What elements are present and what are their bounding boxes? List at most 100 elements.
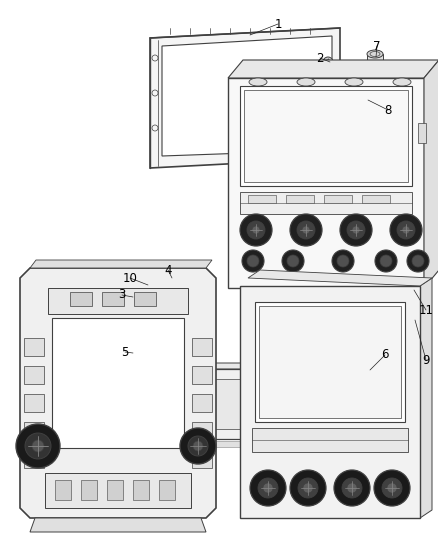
Bar xyxy=(48,288,188,314)
Polygon shape xyxy=(368,377,392,407)
Polygon shape xyxy=(148,369,368,439)
Polygon shape xyxy=(20,268,216,518)
Circle shape xyxy=(290,470,326,506)
Circle shape xyxy=(342,478,362,498)
Circle shape xyxy=(412,255,424,267)
Circle shape xyxy=(334,470,370,506)
Polygon shape xyxy=(363,66,387,74)
Bar xyxy=(252,428,408,452)
Bar xyxy=(418,123,426,143)
Bar xyxy=(81,480,97,500)
Circle shape xyxy=(297,221,315,239)
Circle shape xyxy=(132,349,140,357)
Circle shape xyxy=(250,470,286,506)
Polygon shape xyxy=(150,28,340,168)
Text: 1: 1 xyxy=(274,18,282,30)
Circle shape xyxy=(347,221,365,239)
Circle shape xyxy=(247,221,265,239)
Ellipse shape xyxy=(161,283,189,293)
Circle shape xyxy=(375,250,397,272)
Circle shape xyxy=(323,57,333,67)
Bar xyxy=(161,266,189,288)
Bar xyxy=(24,394,44,412)
Circle shape xyxy=(298,478,318,498)
Bar xyxy=(192,366,212,384)
Polygon shape xyxy=(148,363,376,369)
Text: 2: 2 xyxy=(316,52,324,64)
Circle shape xyxy=(374,470,410,506)
Bar xyxy=(324,195,352,203)
Bar xyxy=(107,480,123,500)
Bar xyxy=(24,366,44,384)
Circle shape xyxy=(131,292,141,302)
Ellipse shape xyxy=(161,261,189,271)
Circle shape xyxy=(188,436,208,456)
Bar xyxy=(52,318,184,448)
Circle shape xyxy=(382,478,402,498)
Text: 7: 7 xyxy=(373,39,381,52)
Circle shape xyxy=(407,250,429,272)
Circle shape xyxy=(25,433,51,459)
Ellipse shape xyxy=(244,395,272,409)
Circle shape xyxy=(290,214,322,246)
Bar xyxy=(255,302,405,422)
Ellipse shape xyxy=(393,78,411,86)
Text: 9: 9 xyxy=(422,353,430,367)
Text: 5: 5 xyxy=(121,345,129,359)
Circle shape xyxy=(287,255,299,267)
Ellipse shape xyxy=(297,78,315,86)
Polygon shape xyxy=(30,518,206,532)
Circle shape xyxy=(240,214,272,246)
Text: 4: 4 xyxy=(164,263,172,277)
Bar xyxy=(133,480,149,500)
Circle shape xyxy=(282,250,304,272)
Circle shape xyxy=(302,226,310,234)
Polygon shape xyxy=(228,78,424,288)
Polygon shape xyxy=(243,60,438,270)
Polygon shape xyxy=(368,363,376,441)
Circle shape xyxy=(193,441,203,451)
Bar xyxy=(102,292,124,306)
Bar xyxy=(24,338,44,356)
Circle shape xyxy=(258,478,278,498)
Bar xyxy=(158,379,358,429)
Bar xyxy=(45,473,191,508)
Circle shape xyxy=(337,255,349,267)
Polygon shape xyxy=(124,377,148,407)
Circle shape xyxy=(332,250,354,272)
Text: 11: 11 xyxy=(418,303,434,317)
Bar xyxy=(286,195,314,203)
Polygon shape xyxy=(424,60,438,288)
Bar xyxy=(70,292,92,306)
Bar xyxy=(24,450,44,468)
Polygon shape xyxy=(30,260,212,268)
Circle shape xyxy=(347,483,357,493)
Circle shape xyxy=(180,428,216,464)
Text: 6: 6 xyxy=(381,349,389,361)
Bar xyxy=(55,480,71,500)
Bar xyxy=(159,480,175,500)
Circle shape xyxy=(16,424,60,468)
Circle shape xyxy=(340,214,372,246)
Circle shape xyxy=(247,255,259,267)
Circle shape xyxy=(252,226,260,234)
Circle shape xyxy=(303,483,313,493)
Ellipse shape xyxy=(345,78,363,86)
Circle shape xyxy=(380,255,392,267)
Polygon shape xyxy=(156,441,376,447)
Bar xyxy=(192,422,212,440)
Text: 3: 3 xyxy=(118,288,126,302)
Bar xyxy=(240,86,412,186)
Bar xyxy=(192,394,212,412)
Circle shape xyxy=(352,226,360,234)
Circle shape xyxy=(402,226,410,234)
Bar xyxy=(362,195,390,203)
Polygon shape xyxy=(420,278,432,518)
Text: 8: 8 xyxy=(384,103,392,117)
Polygon shape xyxy=(155,286,195,300)
Polygon shape xyxy=(228,60,438,78)
Bar xyxy=(192,450,212,468)
Bar xyxy=(259,306,401,418)
Polygon shape xyxy=(155,294,195,300)
Circle shape xyxy=(242,250,264,272)
